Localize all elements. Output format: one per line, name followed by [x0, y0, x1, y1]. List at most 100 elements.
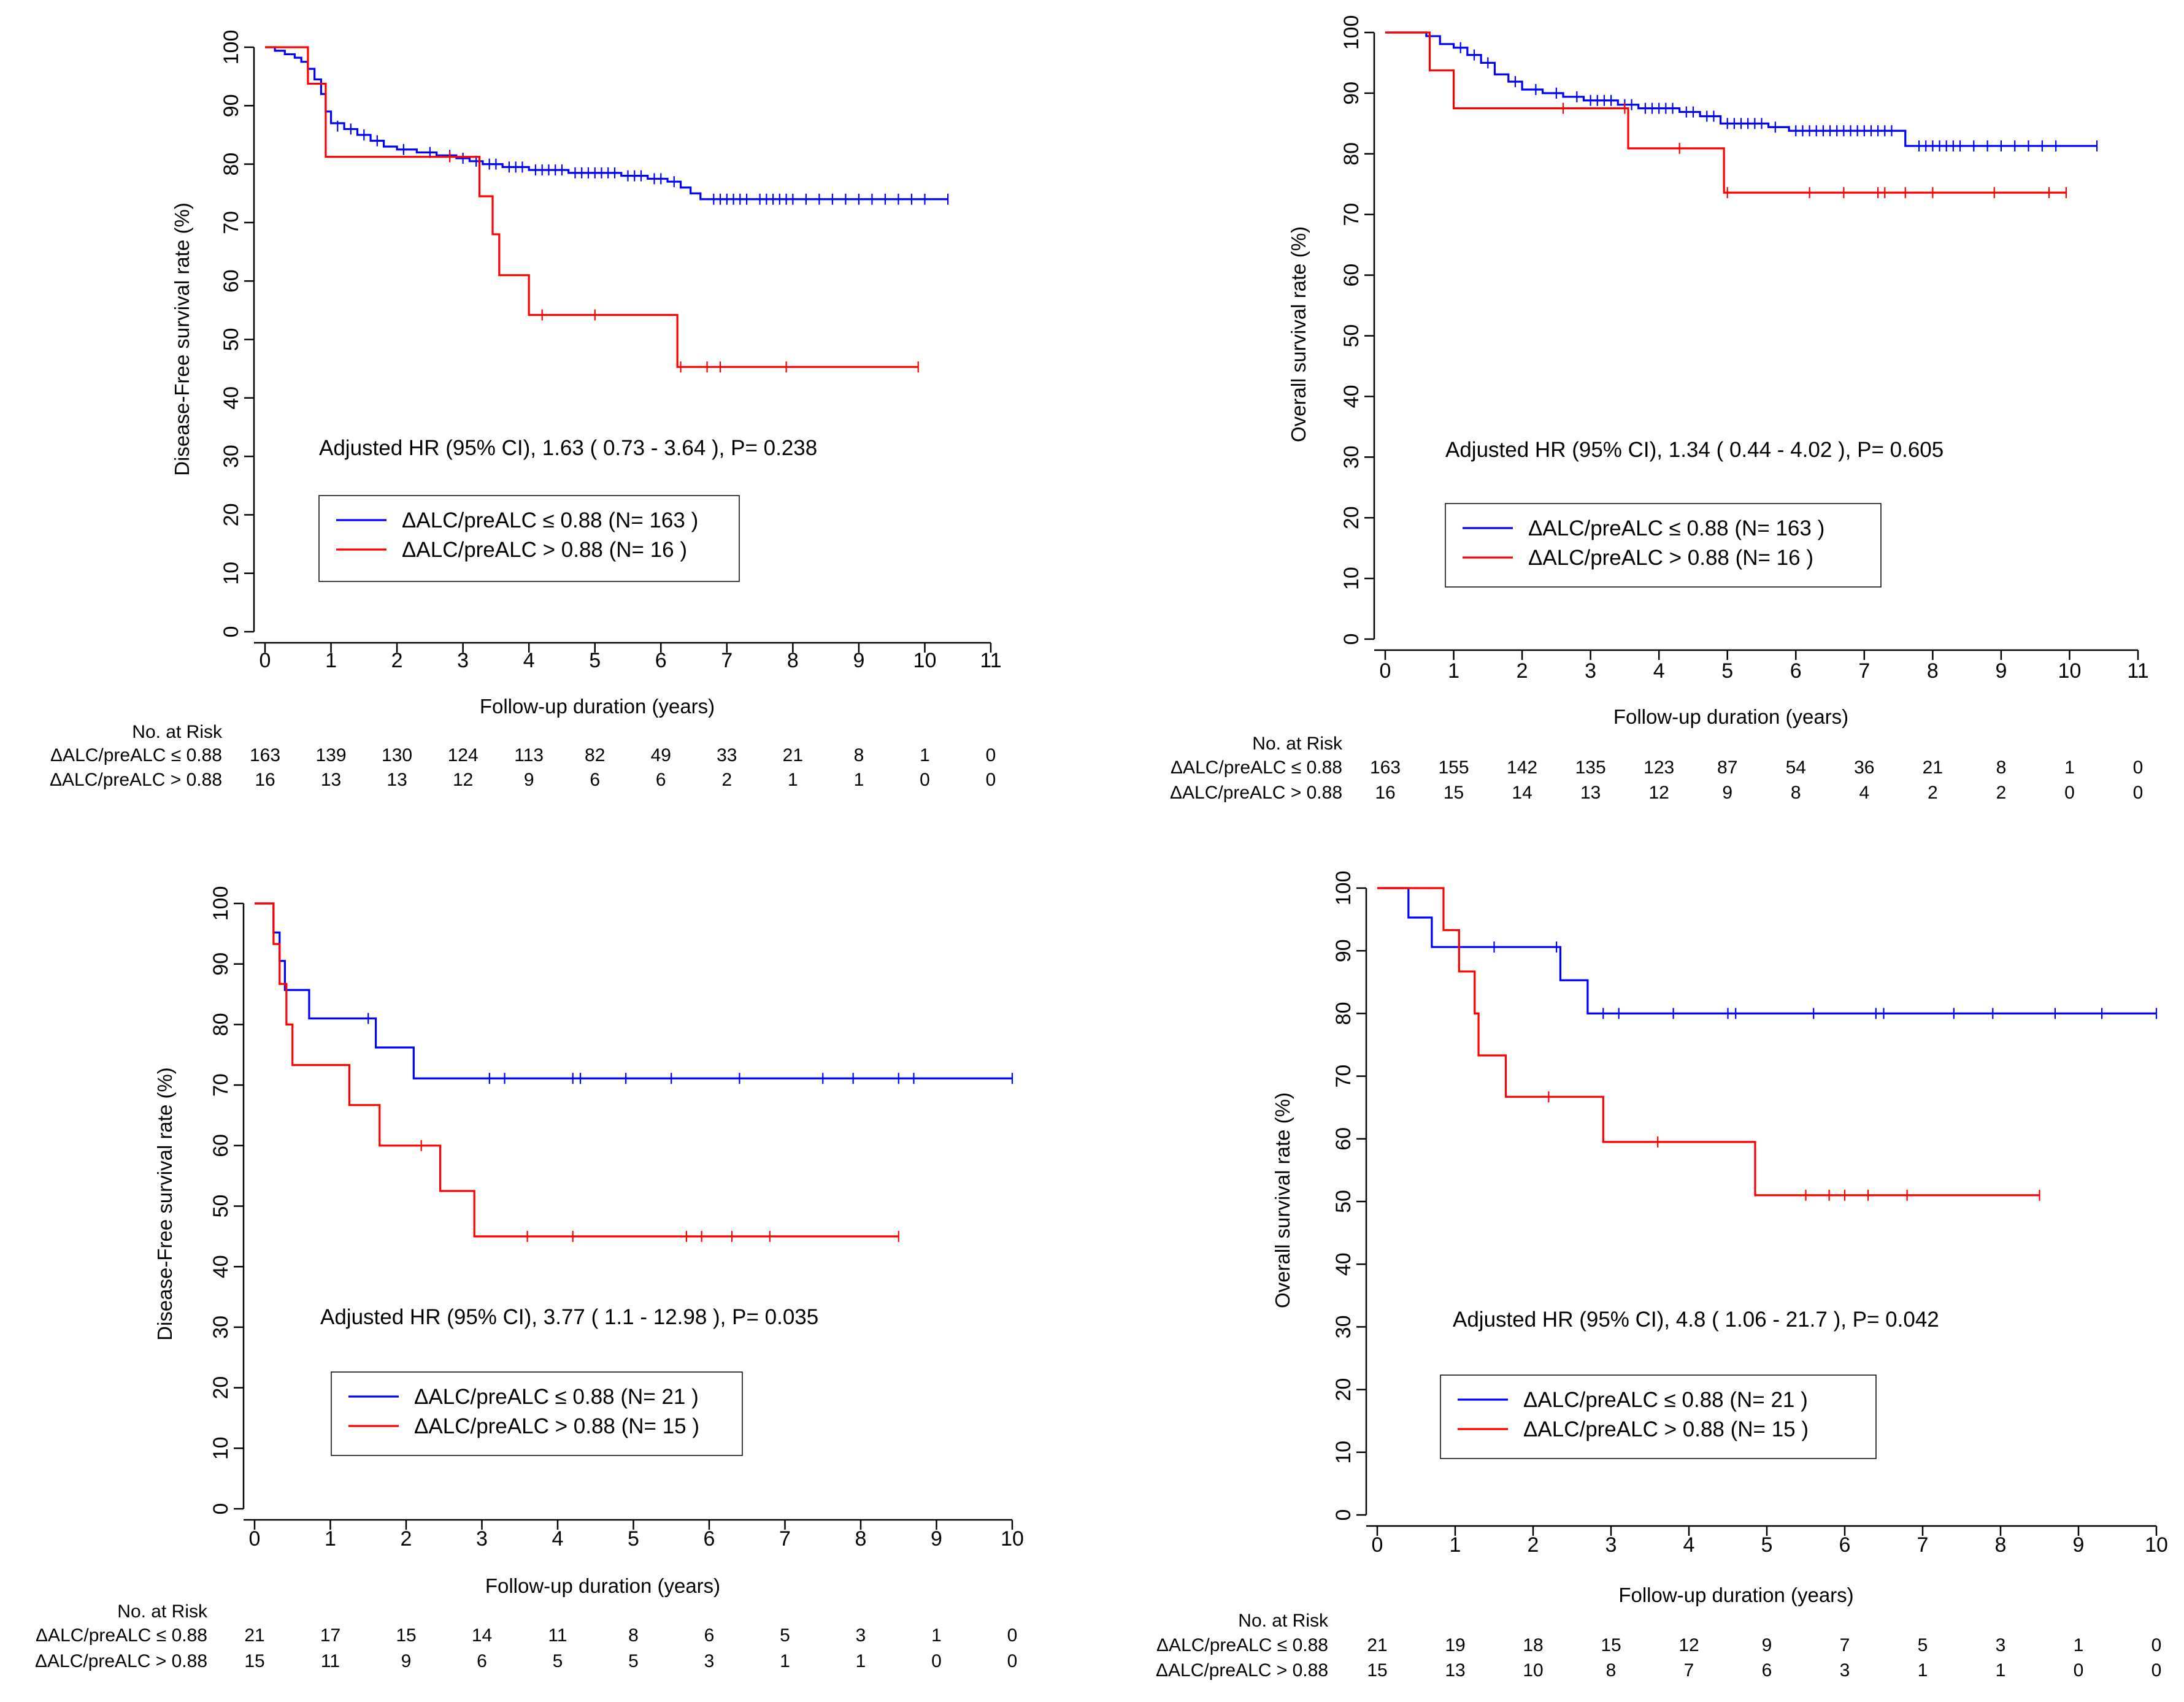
- risk-count: 0: [986, 745, 996, 765]
- legend-label: ΔALC/preALC ≤ 0.88 (N= 21 ): [1523, 1388, 1808, 1412]
- risk-count: 4: [1859, 783, 1869, 803]
- risk-count: 11: [548, 1625, 567, 1646]
- risk-count: 6: [1762, 1660, 1772, 1681]
- risk-count: 0: [2064, 783, 2075, 803]
- risk-count: 15: [244, 1651, 264, 1671]
- risk-count: 1: [1996, 1660, 2006, 1681]
- risk-count: 0: [1007, 1651, 1018, 1671]
- risk-count: 15: [396, 1625, 416, 1646]
- km-panel-top-left: 0 1 2 3 4 5 6 7 8 9 10 110102030405060708090100Dise…: [50, 30, 1002, 790]
- risk-count: 123: [1644, 757, 1674, 778]
- risk-count: 6: [477, 1651, 487, 1671]
- x-tick-label: 2: [1528, 1533, 1539, 1557]
- risk-count: 5: [780, 1625, 790, 1646]
- y-tick-label: 10: [1340, 567, 1363, 590]
- legend: ΔALC/preALC ≤ 0.88 (N= 21 ) ΔALC/preALC >…: [1440, 1374, 1877, 1459]
- y-tick-label: 0: [1340, 634, 1363, 645]
- km-curve-low: [255, 902, 1012, 1079]
- y-tick-label: 40: [1340, 385, 1363, 408]
- y-tick-label: 20: [1340, 506, 1363, 529]
- risk-count: 12: [1648, 783, 1669, 803]
- x-tick-label: 4: [552, 1527, 564, 1551]
- x-tick-label: 4: [1683, 1533, 1695, 1557]
- y-tick-label: 90: [1332, 939, 1355, 962]
- y-tick-label: 60: [1332, 1127, 1355, 1151]
- x-tick-label: 3: [476, 1527, 488, 1551]
- x-tick-label: 9: [853, 649, 864, 672]
- legend-frame: [331, 1371, 743, 1456]
- risk-count: 12: [453, 770, 473, 790]
- risk-count: 8: [628, 1625, 639, 1646]
- y-tick-label: 20: [209, 1376, 233, 1400]
- km-panel-bottom-right: 0 1 2 3 4 5 6 7 8 9 100102030405060708090100Overal…: [1156, 871, 2168, 1681]
- legend-label: ΔALC/preALC ≤ 0.88 (N= 163 ): [402, 508, 698, 532]
- risk-count: 6: [590, 770, 600, 790]
- risk-count: 87: [1717, 757, 1737, 778]
- risk-count: 8: [1996, 757, 2007, 778]
- x-tick-label: 0: [249, 1527, 261, 1551]
- risk-table-header: No. at Risk: [1238, 1611, 1329, 1631]
- x-tick-label: 1: [1450, 1533, 1461, 1557]
- legend-frame: [1440, 1374, 1877, 1459]
- x-tick-label: 5: [628, 1527, 639, 1551]
- legend-label: ΔALC/preALC ≤ 0.88 (N= 21 ): [414, 1385, 699, 1409]
- y-tick-label: 0: [220, 626, 243, 638]
- y-tick-label: 20: [220, 503, 243, 526]
- legend-label: ΔALC/preALC > 0.88 (N= 15 ): [414, 1414, 699, 1438]
- risk-count: 3: [704, 1651, 715, 1671]
- y-tick-label: 70: [209, 1073, 233, 1097]
- x-tick-label: 9: [2073, 1533, 2085, 1557]
- risk-count: 124: [448, 745, 479, 765]
- risk-count: 8: [1606, 1660, 1617, 1681]
- risk-count: 1: [1918, 1660, 1928, 1681]
- y-tick-label: 10: [209, 1436, 233, 1460]
- risk-count: 15: [1367, 1660, 1387, 1681]
- risk-row-label: ΔALC/preALC > 0.88: [1170, 783, 1342, 803]
- legend: ΔALC/preALC ≤ 0.88 (N= 163 ) ΔALC/preALC …: [318, 495, 740, 582]
- x-tick-label: 8: [1927, 659, 1939, 683]
- risk-count: 5: [628, 1651, 639, 1671]
- x-tick-label: 1: [325, 1527, 336, 1551]
- risk-table-header: No. at Risk: [132, 722, 223, 742]
- risk-count: 2: [1928, 783, 1938, 803]
- legend-label: ΔALC/preALC > 0.88 (N= 15 ): [1523, 1417, 1809, 1441]
- y-tick-label: 100: [209, 886, 233, 921]
- x-tick-label: 2: [401, 1527, 412, 1551]
- y-tick-label: 80: [1340, 142, 1363, 166]
- risk-count: 21: [244, 1625, 264, 1646]
- risk-count: 0: [920, 770, 930, 790]
- risk-count: 21: [1367, 1635, 1387, 1655]
- risk-count: 19: [1445, 1635, 1465, 1655]
- x-tick-label: 0: [1380, 659, 1391, 683]
- km-panel-bottom-left: 0 1 2 3 4 5 6 7 8 9 100102030405060708090100Diseas…: [35, 886, 1024, 1671]
- y-tick-label: 50: [1340, 324, 1363, 348]
- y-tick-label: 90: [220, 94, 243, 117]
- x-tick-label: 8: [855, 1527, 867, 1551]
- y-tick-label: 10: [220, 562, 243, 585]
- y-tick-label: 80: [220, 153, 243, 176]
- risk-count: 163: [250, 745, 280, 765]
- y-tick-label: 50: [209, 1195, 233, 1218]
- km-curve-high: [1377, 887, 2040, 1197]
- risk-count: 0: [2151, 1660, 2162, 1681]
- x-tick-label: 1: [1448, 659, 1459, 683]
- risk-count: 14: [1512, 783, 1532, 803]
- x-tick-label: 11: [2127, 659, 2148, 683]
- x-tick-label: 6: [655, 649, 667, 672]
- km-panel-top-right: 0 1 2 3 4 5 6 7 8 9 10 110102030405060708090100Over…: [1170, 15, 2149, 803]
- legend-frame: [318, 495, 740, 582]
- legend-label: ΔALC/preALC > 0.88 (N= 16 ): [1528, 546, 1813, 570]
- risk-count: 15: [1444, 783, 1464, 803]
- risk-count: 21: [1923, 757, 1943, 778]
- risk-count: 1: [856, 1651, 866, 1671]
- y-tick-label: 100: [1332, 871, 1355, 906]
- y-tick-label: 60: [220, 269, 243, 293]
- y-tick-label: 30: [220, 445, 243, 468]
- legend: ΔALC/preALC ≤ 0.88 (N= 163 ) ΔALC/preALC …: [1445, 503, 1882, 588]
- x-tick-label: 9: [931, 1527, 942, 1551]
- x-tick-label: 6: [1790, 659, 1802, 683]
- risk-count: 16: [255, 770, 275, 790]
- risk-count: 1: [780, 1651, 790, 1671]
- risk-count: 21: [783, 745, 803, 765]
- x-tick-label: 8: [1995, 1533, 2007, 1557]
